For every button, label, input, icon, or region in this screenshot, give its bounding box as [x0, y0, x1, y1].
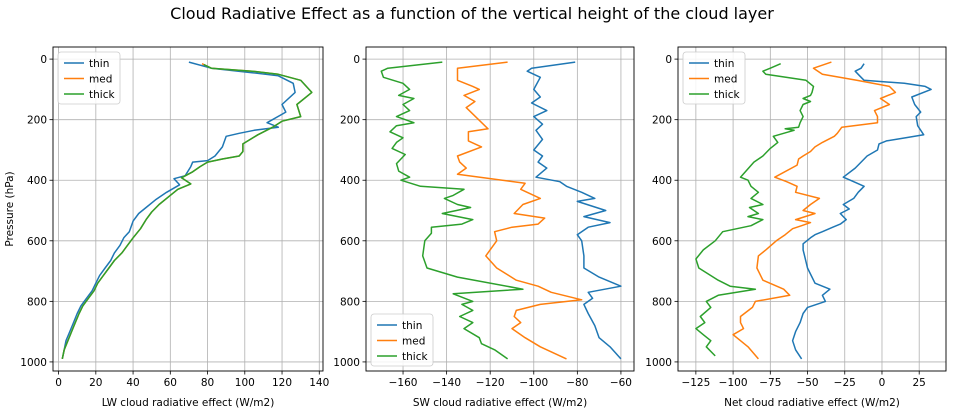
axes-frame [52, 46, 324, 372]
legend-label-thick: thick [89, 89, 115, 101]
x-tick-label: 20 [89, 377, 102, 389]
axes-frame [365, 46, 635, 372]
series-line-med [732, 61, 897, 360]
legend: thin med thick [682, 51, 746, 105]
x-tick-label: −140 [432, 377, 461, 389]
series-line-thick [695, 63, 815, 357]
series-line-thick [380, 61, 524, 360]
x-tick-label: 60 [164, 377, 177, 389]
legend-box [682, 51, 746, 105]
series-line-thin [791, 63, 932, 360]
legend: thin med thick [370, 313, 434, 367]
y-tick-label: 400 [27, 175, 47, 187]
series-line-med [61, 63, 313, 360]
plot-2: −160 −140 −120 −100 −80 −60 0 200 400 600 800 1000 S… [333, 46, 635, 409]
series-line-med [456, 61, 583, 360]
y-tick-label: 800 [340, 296, 360, 308]
y-tick-label: 200 [27, 115, 47, 127]
y-tick-label: 200 [652, 115, 672, 127]
x-tick-label: −120 [476, 377, 505, 389]
figure-title: Cloud Radiative Effect as a function of … [170, 4, 774, 23]
y-tick-label: 600 [27, 236, 47, 248]
plot-1: 0 20 40 60 80 100 120 140 0 200 400 600 800 1000 LW cl… [4, 46, 329, 409]
legend: thin med thick [57, 51, 121, 105]
legend-label-thick: thick [402, 351, 428, 363]
legend-label-thick: thick [714, 89, 740, 101]
y-axis-label: Pressure (hPa) [4, 171, 16, 246]
x-axis-label: LW cloud radiative effect (W/m2) [102, 397, 275, 409]
legend-label-med: med [402, 336, 425, 348]
y-tick-label: 800 [27, 296, 47, 308]
y-tick-label: 800 [652, 296, 672, 308]
y-tick-label: 0 [40, 54, 47, 66]
x-tick-label: 140 [309, 377, 329, 389]
legend-box [370, 313, 434, 367]
legend-label-med: med [89, 74, 112, 86]
y-tick-label: 600 [340, 236, 360, 248]
x-tick-label: 25 [913, 377, 926, 389]
series-line-thin [61, 61, 296, 360]
x-tick-label: −50 [796, 377, 818, 389]
y-tick-label: 600 [652, 236, 672, 248]
plot-3: −125 −100 −75 −50 −25 0 25 0 200 400 600 800 1000 Net… [645, 46, 947, 409]
y-tick-label: 0 [665, 54, 672, 66]
x-tick-label: 40 [126, 377, 139, 389]
x-tick-label: 120 [272, 377, 292, 389]
y-tick-label: 1000 [645, 357, 672, 369]
x-axis-label: Net cloud radiative effect (W/m2) [724, 397, 900, 409]
y-tick-label: 1000 [333, 357, 360, 369]
legend-label-thin: thin [714, 58, 734, 70]
legend-label-thin: thin [89, 58, 109, 70]
x-tick-label: −125 [681, 377, 710, 389]
y-tick-label: 400 [652, 175, 672, 187]
x-tick-label: 100 [235, 377, 255, 389]
x-tick-label: 0 [55, 377, 62, 389]
x-tick-label: −160 [389, 377, 418, 389]
x-axis-label: SW cloud radiative effect (W/m2) [413, 397, 587, 409]
series-line-thin [526, 61, 622, 360]
x-tick-label: −25 [834, 377, 856, 389]
legend-label-med: med [714, 74, 737, 86]
x-tick-label: −75 [759, 377, 781, 389]
x-tick-label: 0 [879, 377, 886, 389]
y-tick-label: 1000 [20, 357, 47, 369]
legend-box [57, 51, 121, 105]
x-tick-label: −100 [519, 377, 548, 389]
y-tick-label: 200 [340, 115, 360, 127]
y-tick-label: 400 [340, 175, 360, 187]
x-tick-label: −80 [566, 377, 588, 389]
x-tick-label: −60 [610, 377, 632, 389]
y-tick-label: 0 [353, 54, 360, 66]
axes-frame [677, 46, 947, 372]
series-line-thick [61, 63, 313, 360]
x-tick-label: 80 [201, 377, 214, 389]
legend-label-thin: thin [402, 320, 422, 332]
x-tick-label: −100 [719, 377, 748, 389]
